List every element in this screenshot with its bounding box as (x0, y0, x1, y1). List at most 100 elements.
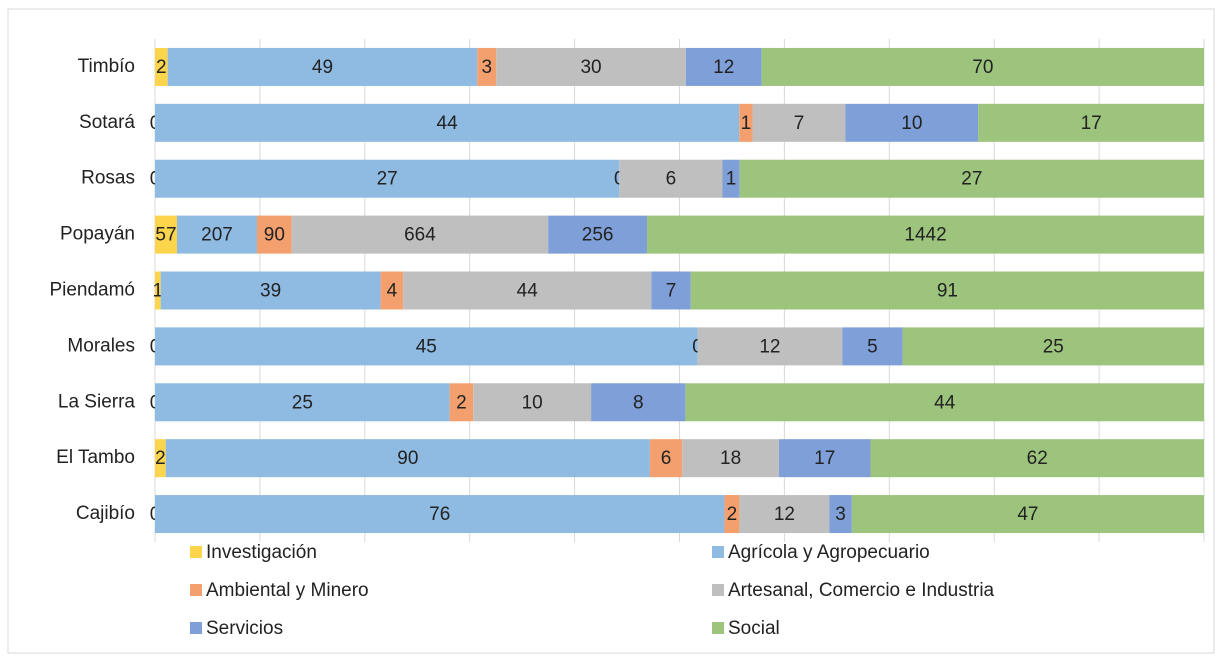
legend-swatch (712, 622, 724, 634)
data-label: 90 (264, 225, 285, 246)
legend-label: Investigación (206, 542, 317, 563)
legend-swatch (712, 584, 724, 596)
data-label: 25 (1043, 336, 1064, 357)
bar-segment (739, 495, 830, 534)
bar-segment (177, 215, 257, 254)
data-label: 44 (437, 113, 459, 134)
data-label: 18 (720, 448, 741, 469)
bar-segment (155, 271, 161, 310)
bar-segment (155, 159, 620, 198)
data-label: 30 (580, 57, 601, 78)
bar-segment (291, 215, 549, 254)
data-label: 2 (727, 504, 738, 525)
data-label: 12 (774, 504, 795, 525)
data-label: 10 (522, 392, 543, 413)
bar-segment (761, 47, 1204, 86)
y-tick-label: Sotará (79, 112, 135, 133)
data-label: 10 (901, 113, 922, 134)
data-label: 17 (814, 448, 835, 469)
y-tick-label: Timbío (78, 56, 135, 77)
bar-segment (155, 439, 166, 478)
bar-segment (473, 383, 592, 422)
bar-segment (496, 47, 686, 86)
bar-segment (256, 215, 292, 254)
data-label: 3 (481, 57, 492, 78)
bar-segment (591, 383, 686, 422)
bar-segment (155, 327, 698, 366)
data-label: 2 (456, 392, 467, 413)
bar-segment (752, 103, 846, 142)
data-label: 4 (387, 281, 398, 302)
legend-swatch (190, 584, 202, 596)
data-label: 44 (517, 281, 539, 302)
data-label: 27 (377, 169, 398, 190)
legend-label: Servicios (206, 618, 283, 639)
bar-segment (619, 159, 723, 198)
data-label: 8 (633, 392, 644, 413)
bar-segment (902, 327, 1204, 366)
bar-segment (155, 215, 178, 254)
bar-segment (647, 215, 1204, 254)
legend-swatch (712, 546, 724, 558)
bar-segment (739, 159, 1204, 198)
bar-segment (724, 495, 740, 534)
bar-segment (697, 327, 843, 366)
y-tick-label: Cajibío (76, 503, 135, 524)
data-label: 2 (156, 57, 167, 78)
data-label: 256 (582, 225, 614, 246)
data-label: 76 (429, 504, 450, 525)
bar-segment (690, 271, 1204, 310)
data-label: 39 (260, 281, 281, 302)
legend-label: Social (728, 618, 780, 639)
data-label: 70 (972, 57, 993, 78)
bar-segment (449, 383, 474, 422)
data-label: 7 (794, 113, 805, 134)
bar-segment (829, 495, 852, 534)
data-label: 2 (155, 448, 166, 469)
y-tick-label: La Sierra (58, 391, 136, 412)
bar-segment (155, 383, 450, 422)
bar-segment (477, 47, 497, 86)
data-label: 1 (153, 281, 164, 302)
bar-segment (380, 271, 404, 310)
data-label: 57 (155, 225, 176, 246)
bar-segment (685, 47, 762, 86)
y-tick-label: Rosas (81, 168, 135, 189)
y-tick-label: Popayán (60, 224, 135, 245)
bar-segment (167, 47, 478, 86)
legend-swatch (190, 622, 202, 634)
y-tick-label: Morales (67, 335, 135, 356)
legend-swatch (190, 546, 202, 558)
bar-segment (842, 327, 903, 366)
data-label: 1442 (904, 225, 946, 246)
data-label: 12 (759, 336, 780, 357)
data-label: 90 (397, 448, 418, 469)
bar-segment (851, 495, 1204, 534)
data-label: 25 (292, 392, 313, 413)
bar-segment (779, 439, 871, 478)
bar-segment (649, 439, 683, 478)
bar-segment (845, 103, 979, 142)
bar-segment (155, 103, 740, 142)
data-label: 44 (934, 392, 956, 413)
legend-label: Agrícola y Agropecuario (728, 542, 930, 563)
data-label: 1 (741, 113, 752, 134)
data-label: 1 (726, 169, 737, 190)
data-label: 664 (404, 225, 436, 246)
data-label: 17 (1081, 113, 1102, 134)
data-label: 6 (666, 169, 677, 190)
data-label: 49 (312, 57, 333, 78)
bar-segment (685, 383, 1204, 422)
bar-segment (739, 103, 753, 142)
data-label: 91 (937, 281, 958, 302)
bar-segment (160, 271, 381, 310)
data-label: 27 (961, 169, 982, 190)
data-label: 6 (661, 448, 672, 469)
data-label: 47 (1017, 504, 1038, 525)
data-label: 7 (666, 281, 677, 302)
data-label: 5 (867, 336, 878, 357)
bar-segment (155, 495, 725, 534)
data-label: 62 (1027, 448, 1048, 469)
legend-label: Artesanal, Comercio e Industria (728, 580, 995, 601)
